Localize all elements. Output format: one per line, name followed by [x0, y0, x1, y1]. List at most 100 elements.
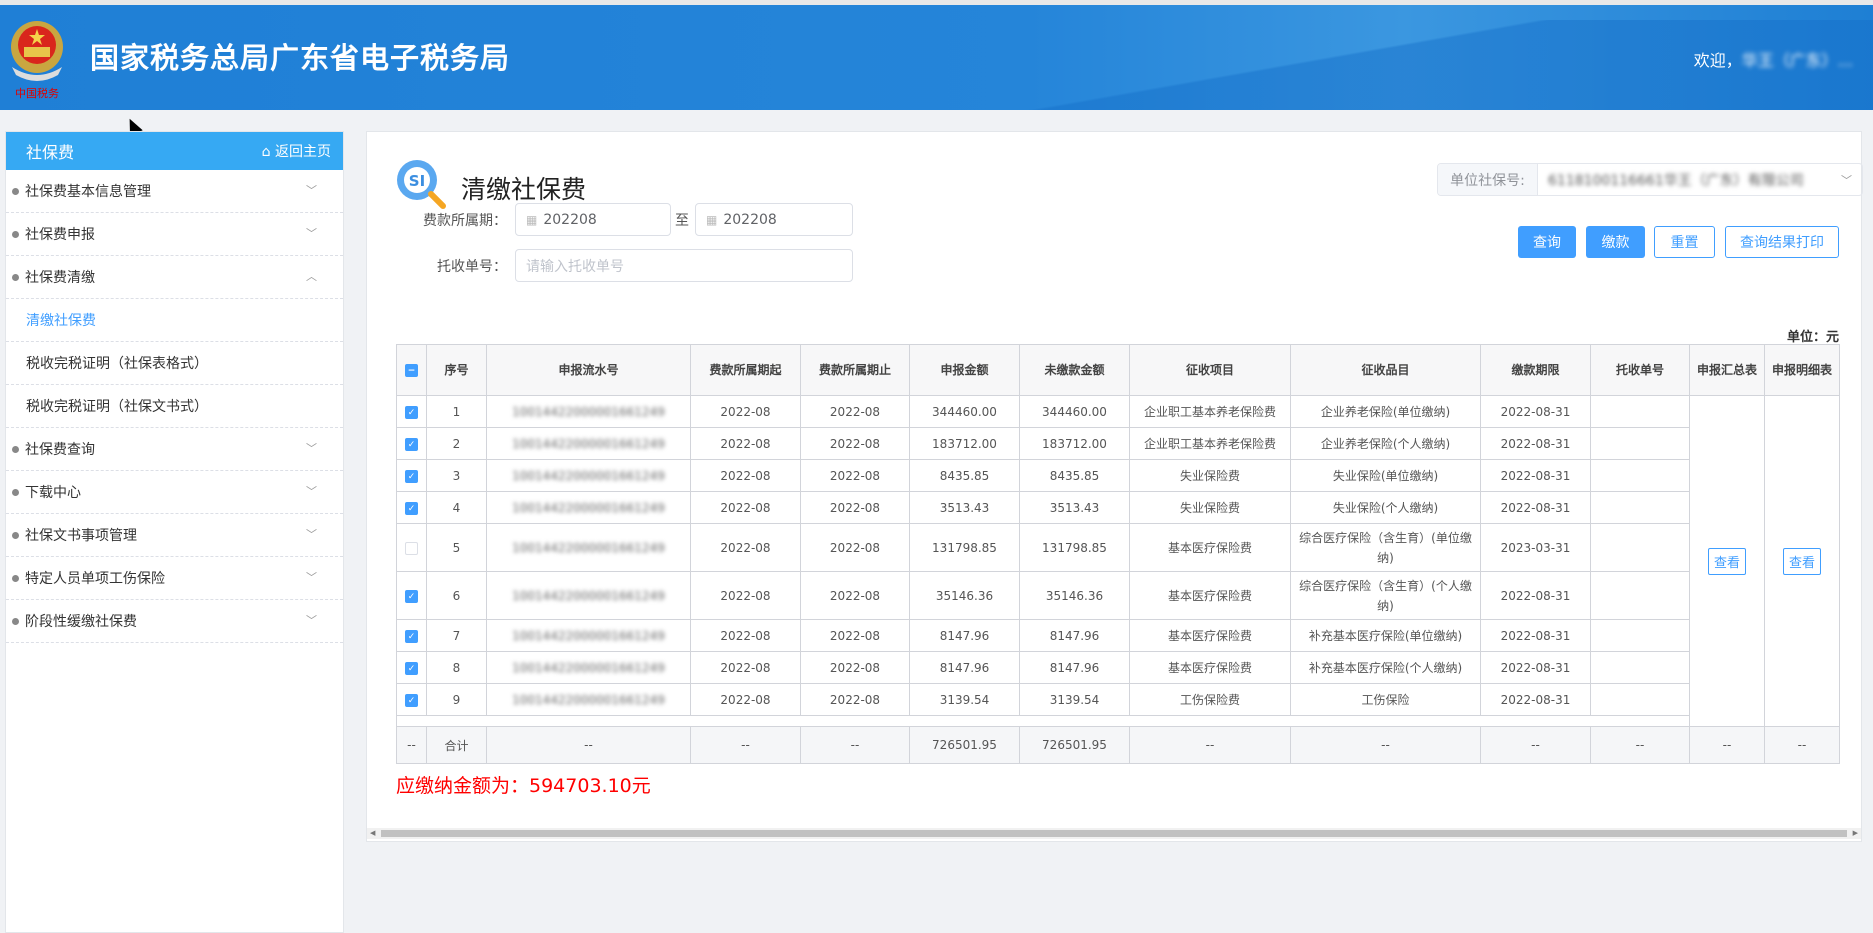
bullet-icon: [12, 617, 19, 625]
table-area: − 序号 申报流水号 费款所属期起 费款所属期止 申报金额 未缴款金额 征收项目 征收品目 缴款期…: [396, 344, 1840, 798]
row-checkbox[interactable]: ✓: [405, 629, 418, 643]
cell-unpaid: 131798.85: [1019, 523, 1130, 572]
cell-no: 1: [426, 395, 487, 428]
sidebar-item[interactable]: 社保费清缴 ︿: [6, 256, 343, 299]
row-checkbox-cell: ✓: [396, 395, 427, 428]
row-checkbox[interactable]: ✓: [405, 437, 418, 451]
print-results-button[interactable]: 查询结果打印: [1725, 226, 1839, 258]
row-checkbox-cell: [396, 523, 427, 572]
view-summary-button[interactable]: 查看: [1707, 547, 1746, 575]
cell-no: 9: [426, 683, 487, 716]
row-checkbox[interactable]: ✓: [405, 501, 418, 515]
sidebar-item-label: 社保费基本信息管理: [25, 184, 151, 200]
sidebar-item[interactable]: 特定人员单项工伤保险 ﹀: [6, 557, 343, 600]
cell-deadline: 2022-08-31: [1480, 571, 1591, 620]
sidebar-item-label: 社保费查询: [25, 442, 95, 458]
query-button[interactable]: 查询: [1518, 226, 1576, 258]
great-wall-background: [973, 20, 1873, 110]
sidebar-item[interactable]: 社保费申报 ﹀: [6, 213, 343, 256]
horizontal-scrollbar[interactable]: ◀ ▶: [367, 828, 1861, 839]
cell-unpaid: 3139.54: [1019, 683, 1130, 716]
cell-declared: 3139.54: [909, 683, 1020, 716]
total-receipt: --: [1590, 726, 1690, 764]
column-header: 征收项目: [1129, 344, 1291, 396]
cell-from: 2022-08: [690, 395, 801, 428]
period-from-input[interactable]: ▦ 202208: [515, 203, 671, 236]
reset-button[interactable]: 重置: [1654, 226, 1715, 258]
cell-serial: 10014422000001661249: [486, 427, 691, 460]
row-checkbox[interactable]: ✓: [405, 661, 418, 675]
row-checkbox-cell: ✓: [396, 571, 427, 620]
home-icon: ⌂: [261, 144, 275, 160]
cell-serial: 10014422000001661249: [486, 651, 691, 684]
cell-no: 6: [426, 571, 487, 620]
sidebar-item[interactable]: 下载中心 ﹀: [6, 471, 343, 514]
sidebar: 社保费 ⌂ 返回主页 社保费基本信息管理 ﹀ 社保费申报 ﹀ 社保费清缴 ︿ 清缴社保费 税收…: [5, 131, 344, 933]
calendar-icon: ▦: [706, 212, 718, 227]
total-row: -- 合计 -- -- -- 726501.95 726501.95 -- -- -- -- -- --: [396, 726, 1840, 764]
cell-serial: 10014422000001661249: [486, 395, 691, 428]
chevron-down-icon: ﹀: [306, 227, 317, 240]
select-all-checkbox[interactable]: −: [405, 364, 418, 377]
bullet-icon: [12, 187, 19, 195]
row-checkbox-cell: ✓: [396, 427, 427, 460]
unit-ssn-select[interactable]: 单位社保号: 6118100116661华王（广东）有限公司 ﹀: [1437, 163, 1863, 196]
sidebar-item[interactable]: 税收完税证明（社保表格式）: [6, 342, 343, 385]
row-checkbox-cell: ✓: [396, 491, 427, 524]
main-panel: SI 清缴社保费 单位社保号: 6118100116661华王（广东）有限公司 ﹀…: [366, 131, 1863, 842]
period-to-input[interactable]: ▦ 202208: [695, 203, 853, 236]
cell-item: 失业保险费: [1129, 491, 1291, 524]
chevron-down-icon: ﹀: [1841, 173, 1852, 187]
row-checkbox-cell: ✓: [396, 683, 427, 716]
row-checkbox[interactable]: [405, 541, 418, 555]
cell-to: 2022-08: [800, 427, 910, 460]
cell-unpaid: 8435.85: [1019, 459, 1130, 492]
row-checkbox-cell: ✓: [396, 651, 427, 684]
table-row: ✓ 3 10014422000001661249 2022-08 2022-08 8435…: [396, 459, 1840, 492]
cell-subitem: 补充基本医疗保险(个人缴纳): [1290, 651, 1481, 684]
column-header: 征收品目: [1290, 344, 1481, 396]
cell-subitem: 企业养老保险(个人缴纳): [1290, 427, 1481, 460]
cell-item: 基本医疗保险费: [1129, 571, 1291, 620]
chevron-down-icon: ﹀: [306, 571, 317, 584]
row-checkbox-cell: ✓: [396, 619, 427, 652]
cell-unpaid: 35146.36: [1019, 571, 1130, 620]
sidebar-item[interactable]: 社保费查询 ﹀: [6, 428, 343, 471]
bullet-icon: [12, 445, 19, 453]
cell-unpaid: 8147.96: [1019, 619, 1130, 652]
sidebar-header: 社保费 ⌂ 返回主页: [6, 132, 343, 170]
pay-button[interactable]: 缴款: [1586, 226, 1645, 258]
home-link-label: 返回主页: [275, 144, 331, 160]
cell-subitem: 企业养老保险(单位缴纳): [1290, 395, 1481, 428]
sidebar-item[interactable]: 阶段性缓缴社保费 ﹀: [6, 600, 343, 643]
view-detail-button[interactable]: 查看: [1782, 547, 1821, 575]
total-check: --: [396, 726, 427, 764]
cell-unpaid: 344460.00: [1019, 395, 1130, 428]
chevron-down-icon: ﹀: [306, 614, 317, 627]
row-checkbox[interactable]: ✓: [405, 589, 418, 603]
cell-deadline: 2022-08-31: [1480, 491, 1591, 524]
row-checkbox[interactable]: ✓: [405, 469, 418, 483]
sidebar-item[interactable]: 清缴社保费: [6, 299, 343, 342]
row-checkbox[interactable]: ✓: [405, 693, 418, 707]
row-checkbox[interactable]: ✓: [405, 405, 418, 419]
sidebar-title: 社保费: [26, 143, 75, 162]
table-row: ✓ 9 10014422000001661249 2022-08 2022-08 3139…: [396, 683, 1840, 716]
sidebar-item[interactable]: 税收完税证明（社保文书式）: [6, 385, 343, 428]
receipt-input[interactable]: 请输入托收单号: [515, 249, 853, 282]
cell-item: 企业职工基本养老保险费: [1129, 427, 1291, 460]
scroll-right-icon[interactable]: ▶: [1852, 829, 1858, 837]
home-link[interactable]: ⌂ 返回主页: [262, 141, 331, 161]
sidebar-item-label: 社保费清缴: [25, 270, 95, 286]
calendar-icon: ▦: [526, 212, 538, 227]
bullet-icon: [12, 574, 19, 582]
scroll-left-icon[interactable]: ◀: [370, 829, 376, 837]
cell-serial: 10014422000001661249: [486, 571, 691, 620]
cell-subitem: 工伤保险: [1290, 683, 1481, 716]
sidebar-item[interactable]: 社保文书事项管理 ﹀: [6, 514, 343, 557]
cell-declared: 3513.43: [909, 491, 1020, 524]
sidebar-item[interactable]: 社保费基本信息管理 ﹀: [6, 170, 343, 213]
cell-item: 基本医疗保险费: [1129, 651, 1291, 684]
welcome-user[interactable]: 欢迎，华王（广东）...: [1694, 47, 1853, 71]
scrollbar-thumb[interactable]: [381, 830, 1847, 837]
